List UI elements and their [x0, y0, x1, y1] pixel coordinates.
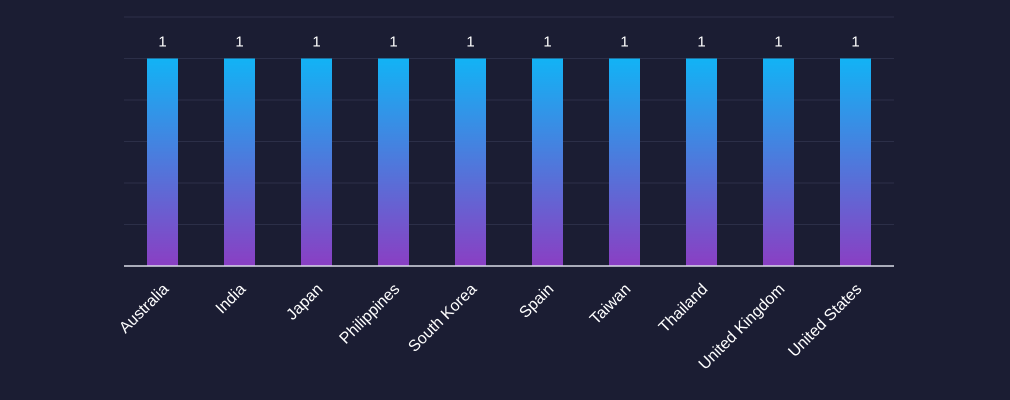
data-label: 1: [851, 34, 859, 51]
bar: [686, 58, 717, 266]
x-tick-label: Spain: [516, 281, 557, 322]
x-tick-label: Taiwan: [587, 281, 634, 328]
x-tick-label: Thailand: [656, 281, 711, 336]
bar: [224, 58, 255, 266]
bar: [378, 58, 409, 266]
data-label: 1: [543, 34, 551, 51]
data-labels: 1 1 1 1 1 1 1 1 1 1: [158, 34, 859, 51]
data-label: 1: [235, 34, 243, 51]
data-label: 1: [158, 34, 166, 51]
bar: [455, 58, 486, 266]
data-label: 1: [620, 34, 628, 51]
x-axis-tick-labels: Australia India Japan Philippines South Kore…: [116, 281, 865, 374]
bar: [532, 58, 563, 266]
x-tick-label: Philippines: [337, 281, 404, 348]
bar: [301, 58, 332, 266]
bar: [609, 58, 640, 266]
x-tick-label: United States: [785, 281, 865, 361]
data-label: 1: [774, 34, 782, 51]
data-label: 1: [466, 34, 474, 51]
x-tick-label: India: [213, 281, 250, 318]
bar: [763, 58, 794, 266]
x-tick-label: South Korea: [405, 281, 480, 356]
bar: [840, 58, 871, 266]
data-label: 1: [312, 34, 320, 51]
x-tick-label: Japan: [283, 281, 326, 324]
data-label: 1: [697, 34, 705, 51]
bars: [147, 58, 871, 266]
x-tick-label: Australia: [116, 281, 172, 337]
data-label: 1: [389, 34, 397, 51]
x-tick-label: United Kingdom: [696, 281, 789, 374]
bar: [147, 58, 178, 266]
